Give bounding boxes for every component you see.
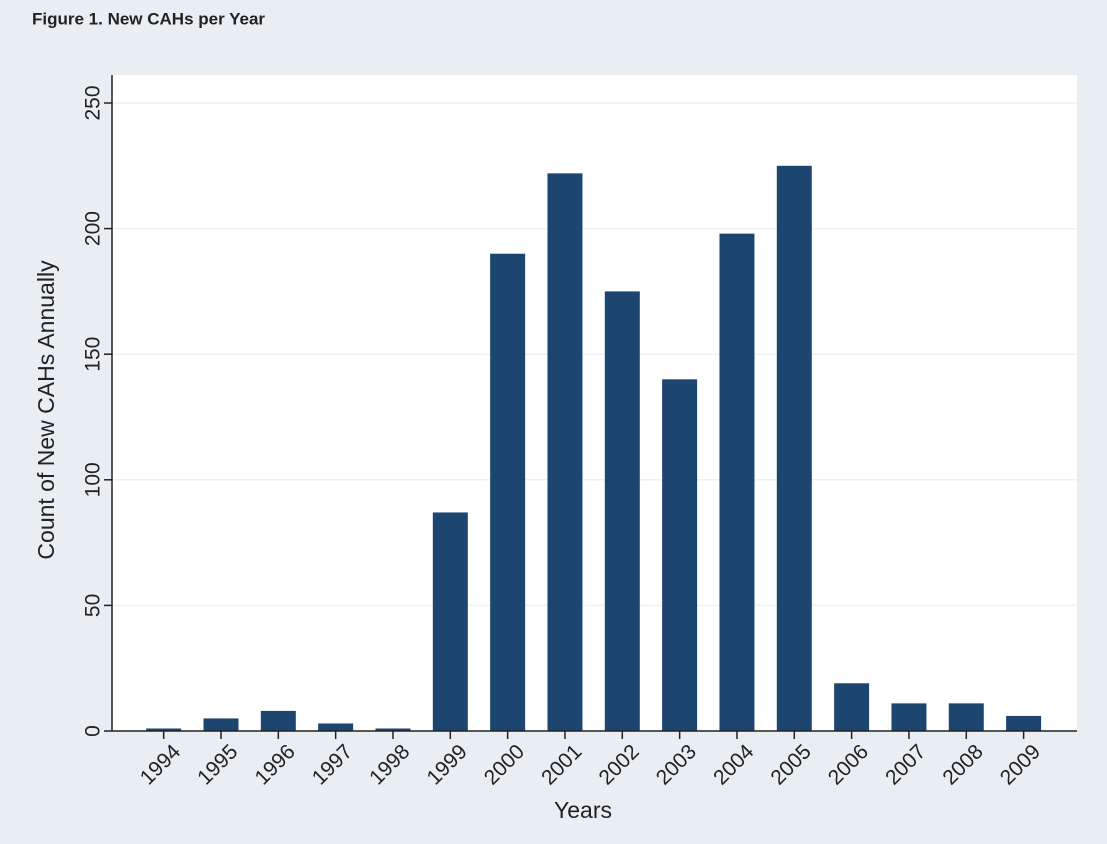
x-axis-label: Years (554, 797, 612, 823)
y-tick-label: 50 (82, 594, 105, 617)
y-tick-label: 150 (82, 337, 105, 372)
bar (719, 233, 755, 731)
chart-title: Figure 1. New CAHs per Year (32, 9, 265, 28)
bar (432, 512, 468, 731)
y-axis-label: Count of New CAHs Annually (33, 260, 59, 560)
bar (203, 718, 239, 731)
y-tick-label: 100 (82, 462, 105, 497)
bar (891, 703, 927, 731)
bar (948, 703, 984, 731)
plot-area (112, 75, 1077, 731)
bar (318, 723, 354, 731)
bar (146, 728, 182, 731)
bar (1006, 715, 1042, 731)
y-tick-label: 250 (82, 85, 105, 120)
bar (834, 683, 870, 731)
y-tick-label: 200 (82, 211, 105, 246)
y-tick-label: 0 (82, 725, 105, 737)
bar (490, 253, 526, 731)
bar (260, 710, 296, 731)
bar (776, 165, 812, 732)
bar (375, 728, 411, 731)
bar (662, 379, 698, 731)
bar (604, 291, 640, 731)
bar (547, 173, 583, 731)
